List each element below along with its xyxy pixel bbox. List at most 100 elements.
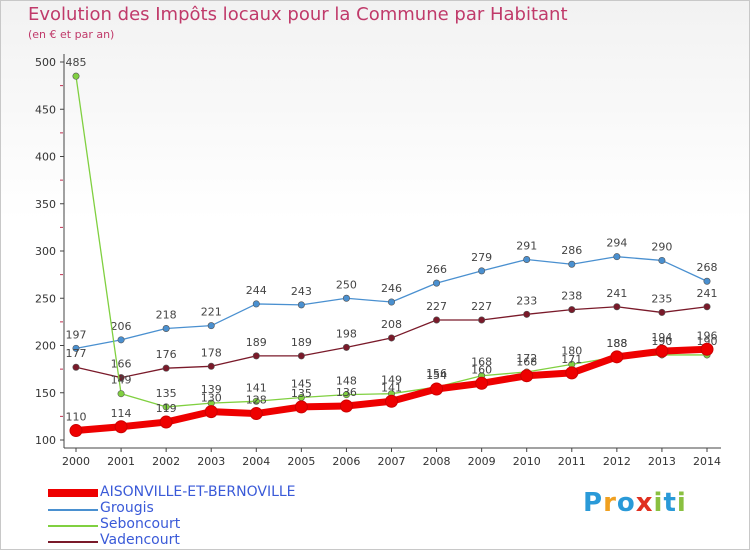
data-label: 128	[246, 394, 267, 407]
data-point	[610, 350, 624, 364]
logo-letter: o	[616, 488, 636, 518]
legend-item: Grougis	[48, 500, 154, 516]
y-tick-label: 450	[35, 103, 56, 116]
data-point	[159, 415, 173, 429]
data-label: 168	[516, 356, 537, 369]
data-point	[658, 308, 666, 316]
data-point	[478, 316, 486, 324]
data-label: 294	[606, 237, 627, 250]
data-point	[520, 369, 534, 383]
data-label: 188	[606, 337, 627, 350]
data-label: 136	[336, 386, 357, 399]
proxiti-logo: Proxiti	[583, 488, 687, 518]
y-tick-label: 100	[35, 434, 56, 447]
legend-swatch	[48, 509, 98, 511]
data-label: 286	[561, 244, 582, 257]
y-tick-label: 350	[35, 198, 56, 211]
x-tick-label: 2003	[197, 455, 225, 468]
logo-letter: i	[676, 488, 687, 518]
data-label: 246	[381, 282, 402, 295]
data-label: 241	[606, 287, 627, 300]
data-label: 221	[201, 306, 222, 319]
data-label: 130	[201, 392, 222, 405]
x-tick-label: 2012	[603, 455, 631, 468]
legend-label: Vadencourt	[100, 532, 180, 548]
y-tick-label: 150	[35, 387, 56, 400]
data-point	[207, 322, 215, 330]
data-point	[568, 306, 576, 314]
y-tick-label: 250	[35, 292, 56, 305]
data-point	[700, 342, 714, 356]
data-label: 206	[111, 320, 132, 333]
data-point	[207, 362, 215, 370]
chart-title: Evolution des Impôts locaux pour la Comm…	[28, 4, 568, 25]
data-label: 250	[336, 278, 357, 291]
data-label: 168	[471, 356, 492, 369]
chart-subtitle: (en € et par an)	[28, 28, 115, 41]
data-point	[162, 403, 170, 411]
x-tick-label: 2013	[648, 455, 676, 468]
data-label: 141	[381, 381, 402, 394]
data-label: 218	[156, 308, 177, 321]
legend-label: Seboncourt	[100, 516, 181, 532]
x-tick-label: 2007	[378, 455, 406, 468]
data-label: 148	[336, 375, 357, 388]
logo-letter: i	[653, 488, 664, 518]
data-point	[523, 256, 531, 264]
data-label: 266	[426, 263, 447, 276]
data-point	[433, 279, 441, 287]
data-point	[297, 301, 305, 309]
data-label: 197	[66, 328, 87, 341]
x-tick-label: 2002	[152, 455, 180, 468]
data-point	[475, 376, 489, 390]
data-point	[117, 336, 125, 344]
data-label: 160	[471, 363, 492, 376]
data-label: 114	[111, 407, 132, 420]
x-tick-label: 2005	[287, 455, 315, 468]
data-label: 110	[66, 411, 87, 424]
logo-letter: P	[583, 488, 604, 518]
data-label: 154	[426, 369, 447, 382]
x-tick-label: 2014	[693, 455, 721, 468]
data-label: 233	[516, 294, 537, 307]
legend-item: Seboncourt	[48, 516, 181, 532]
data-point	[703, 277, 711, 285]
data-point	[433, 316, 441, 324]
x-tick-label: 2000	[62, 455, 90, 468]
data-point	[430, 382, 444, 396]
data-label: 135	[291, 387, 312, 400]
data-point	[252, 397, 260, 405]
data-point	[72, 72, 80, 80]
data-label: 180	[561, 344, 582, 357]
data-label: 227	[426, 300, 447, 313]
x-tick-label: 2009	[468, 455, 496, 468]
legend-swatch	[48, 541, 98, 543]
data-point	[613, 253, 621, 261]
data-label: 171	[561, 353, 582, 366]
legend-swatch	[48, 525, 98, 527]
data-point	[249, 407, 263, 421]
data-point	[252, 352, 260, 360]
data-label: 238	[561, 290, 582, 303]
logo-letter: r	[603, 488, 617, 518]
data-label: 244	[246, 284, 267, 297]
data-point	[387, 298, 395, 306]
data-label: 291	[516, 240, 537, 253]
data-point	[478, 267, 486, 275]
data-point	[385, 394, 398, 408]
data-label: 198	[336, 327, 357, 340]
y-tick-label: 400	[35, 151, 56, 164]
data-point	[613, 303, 621, 311]
data-point	[162, 324, 170, 332]
data-label: 119	[156, 402, 177, 415]
data-point	[342, 343, 350, 351]
data-label: 166	[111, 358, 132, 371]
data-label: 235	[651, 292, 672, 305]
logo-letter: t	[663, 488, 677, 518]
data-label: 243	[291, 285, 312, 298]
data-point	[72, 363, 80, 371]
data-point	[523, 310, 531, 318]
data-label: 279	[471, 251, 492, 264]
data-label: 189	[246, 336, 267, 349]
